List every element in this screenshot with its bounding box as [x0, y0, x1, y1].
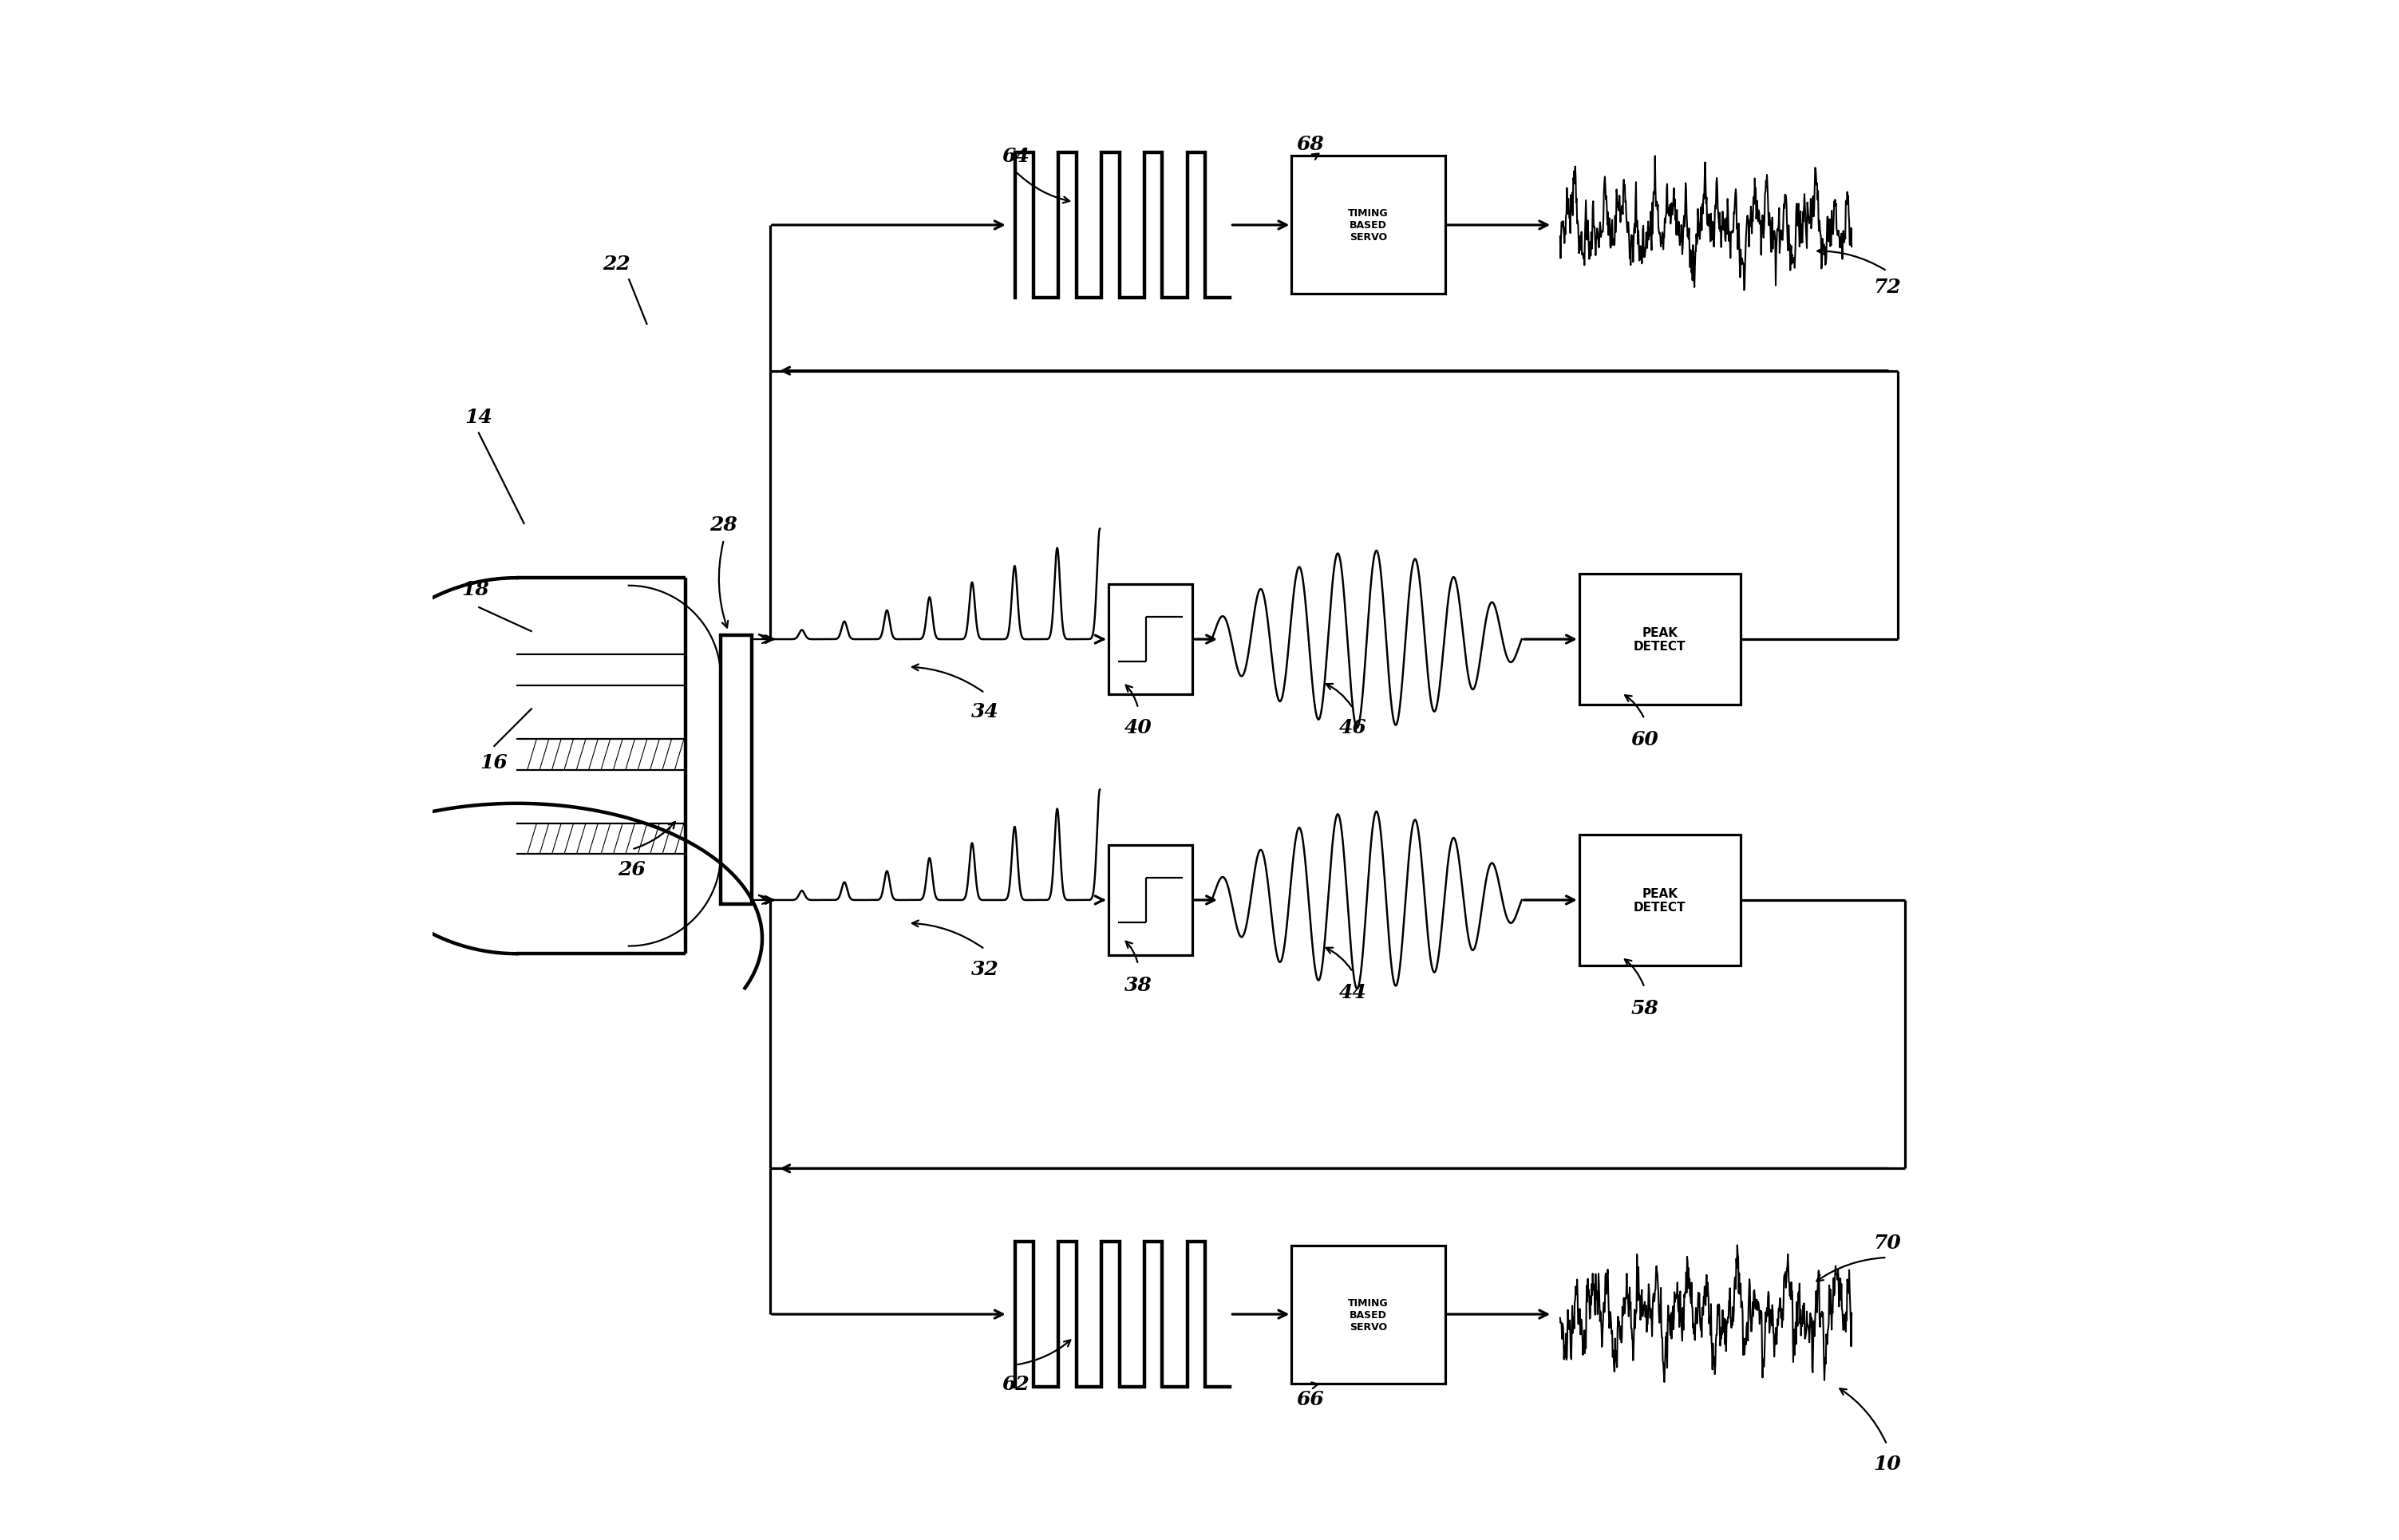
Text: 62: 62: [1000, 1374, 1029, 1392]
Bar: [1579, 574, 1739, 705]
Bar: [1291, 157, 1444, 294]
Text: 40: 40: [1125, 718, 1152, 736]
Text: 16: 16: [480, 753, 509, 772]
Text: 72: 72: [1874, 277, 1900, 297]
Text: 58: 58: [1631, 998, 1658, 1018]
Text: 18: 18: [461, 579, 489, 599]
Text: 60: 60: [1631, 730, 1658, 748]
Text: 34: 34: [972, 702, 998, 721]
Text: 38: 38: [1125, 975, 1152, 995]
Text: PEAK
DETECT: PEAK DETECT: [1634, 887, 1686, 913]
Text: 22: 22: [602, 254, 631, 274]
Text: 64: 64: [1000, 148, 1029, 166]
Bar: [1108, 845, 1192, 955]
Text: 28: 28: [710, 514, 739, 534]
Text: 46: 46: [1339, 718, 1367, 736]
Text: 44: 44: [1339, 983, 1367, 1003]
Text: 14: 14: [465, 408, 492, 427]
Text: 10: 10: [1874, 1454, 1900, 1472]
Bar: [720, 636, 751, 904]
Text: 68: 68: [1295, 136, 1324, 154]
Text: PEAK
DETECT: PEAK DETECT: [1634, 627, 1686, 653]
Bar: [1579, 835, 1739, 966]
Text: 70: 70: [1874, 1232, 1900, 1252]
Bar: [1291, 1246, 1444, 1383]
Text: 32: 32: [972, 959, 998, 979]
Text: 66: 66: [1295, 1389, 1324, 1408]
Bar: [1108, 585, 1192, 695]
Text: TIMING
BASED
SERVO: TIMING BASED SERVO: [1348, 208, 1389, 243]
Text: TIMING
BASED
SERVO: TIMING BASED SERVO: [1348, 1297, 1389, 1332]
Text: 26: 26: [619, 861, 645, 879]
